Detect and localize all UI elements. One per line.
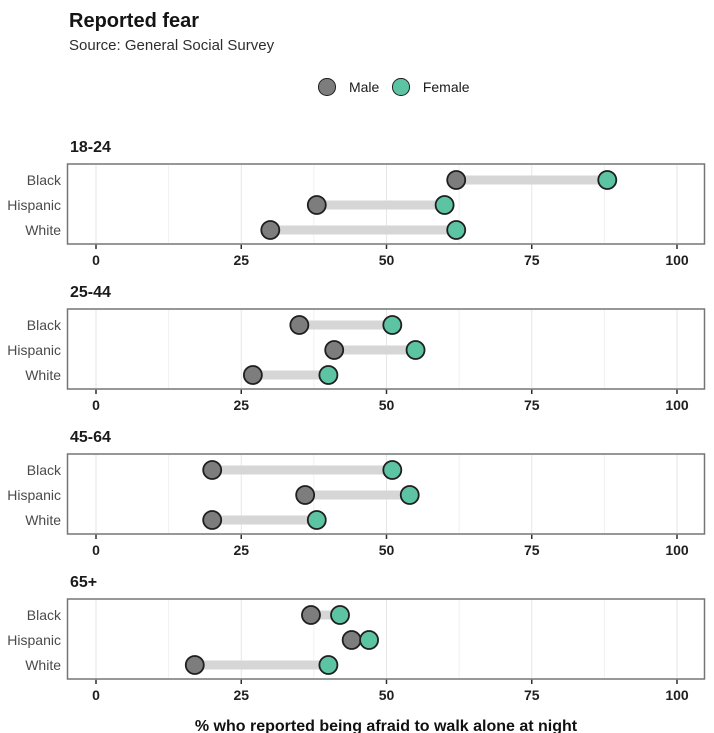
category-label: Hispanic xyxy=(7,632,61,648)
chart-title: Reported fear xyxy=(69,10,200,32)
x-tick-label: 100 xyxy=(665,687,689,703)
chart-subtitle: Source: General Social Survey xyxy=(69,37,275,54)
facet-panel: Black Hispanic White 0 25 50 75 100 xyxy=(7,453,706,558)
female-dot xyxy=(306,510,327,530)
male-dot xyxy=(184,655,205,675)
x-tick-label: 75 xyxy=(524,687,540,703)
connector-bar xyxy=(212,465,393,475)
facet-title: 25-44 xyxy=(70,284,111,301)
connector-bar xyxy=(316,200,445,210)
male-dot xyxy=(301,605,321,625)
male-legend-dot-icon xyxy=(318,78,336,96)
female-dot xyxy=(434,195,455,215)
facet-65+: 65+ Black Hispanic White 0 25 50 75 100 xyxy=(0,573,714,704)
connector-bar xyxy=(270,225,457,235)
legend-item-female: Female xyxy=(392,78,470,96)
connector-bar xyxy=(334,345,416,355)
x-tick-label: 25 xyxy=(233,542,249,558)
connector-bar xyxy=(299,320,393,330)
male-dot xyxy=(306,195,327,215)
facet-panel: Black Hispanic White 0 25 50 75 100 xyxy=(7,598,706,703)
x-tick-label: 75 xyxy=(524,397,540,413)
category-label: Hispanic xyxy=(7,342,61,358)
category-label: Hispanic xyxy=(7,487,61,503)
x-tick-label: 50 xyxy=(379,687,395,703)
chart-facets: 18-24 Black Hispanic White 0 25 50 75 100 25-44 Bl… xyxy=(0,138,714,704)
male-dot xyxy=(202,510,223,530)
x-tick-label: 100 xyxy=(665,252,689,268)
legend-item-male: Male xyxy=(318,78,379,96)
male-dot xyxy=(242,365,263,385)
facet-panel: Black Hispanic White 0 25 50 75 100 xyxy=(7,163,706,268)
facet-45-64: 45-64 Black Hispanic White 0 25 50 75 100 xyxy=(0,428,714,559)
female-dot xyxy=(382,460,403,480)
panel-border xyxy=(66,308,706,390)
female-dot xyxy=(330,605,350,625)
legend: Male Female xyxy=(37,76,714,98)
female-dot xyxy=(318,655,339,675)
category-label: Black xyxy=(27,607,62,623)
x-tick-label: 50 xyxy=(379,542,395,558)
facet-title: 65+ xyxy=(70,574,98,591)
legend-label-male: Male xyxy=(348,79,380,95)
facet-18-24: 18-24 Black Hispanic White 0 25 50 75 100 xyxy=(0,138,714,269)
x-tick-label: 0 xyxy=(92,687,100,703)
legend-label-female: Female xyxy=(422,79,470,95)
x-tick-label: 0 xyxy=(92,252,100,268)
facet-title: 18-24 xyxy=(70,139,111,156)
connector-bar xyxy=(305,490,410,500)
female-dot xyxy=(382,315,403,335)
panel-border xyxy=(66,598,706,680)
male-dot xyxy=(446,170,467,190)
connector-bar xyxy=(252,370,329,380)
female-dot xyxy=(318,365,339,385)
category-label: Hispanic xyxy=(7,197,61,213)
male-dot xyxy=(341,630,362,650)
x-tick-label: 25 xyxy=(233,397,249,413)
x-axis-title: % who reported being afraid to walk alon… xyxy=(194,718,578,733)
panel-border xyxy=(66,163,706,245)
female-dot xyxy=(359,630,379,650)
x-tick-label: 0 xyxy=(92,542,100,558)
x-tick-label: 25 xyxy=(233,252,249,268)
female-dot xyxy=(446,220,467,240)
x-tick-label: 100 xyxy=(665,542,689,558)
category-label: White xyxy=(25,367,61,383)
category-label: Black xyxy=(27,317,62,333)
category-label: White xyxy=(25,657,61,673)
facet-panel: Black Hispanic White 0 25 50 75 100 xyxy=(7,308,706,413)
connector-bar xyxy=(212,515,317,525)
female-dot xyxy=(405,340,426,360)
category-label: Black xyxy=(27,172,62,188)
x-tick-label: 50 xyxy=(379,397,395,413)
x-tick-label: 50 xyxy=(379,252,395,268)
x-tick-label: 75 xyxy=(524,542,540,558)
category-label: Black xyxy=(27,462,62,478)
x-tick-label: 75 xyxy=(524,252,540,268)
male-dot xyxy=(202,460,223,480)
x-tick-label: 100 xyxy=(665,397,689,413)
chart-header: Reported fear Source: General Social Sur… xyxy=(0,0,714,55)
female-dot xyxy=(597,170,618,190)
male-dot xyxy=(289,315,310,335)
female-dot xyxy=(399,485,420,505)
facet-25-44: 25-44 Black Hispanic White 0 25 50 75 100 xyxy=(0,283,714,414)
x-tick-label: 25 xyxy=(233,687,249,703)
x-tick-label: 0 xyxy=(92,397,100,413)
male-dot xyxy=(324,340,345,360)
panel-border xyxy=(66,453,706,535)
category-label: White xyxy=(25,512,61,528)
male-dot xyxy=(260,220,281,240)
category-label: White xyxy=(25,222,61,238)
connector-bar xyxy=(456,175,608,185)
connector-bar xyxy=(194,660,329,670)
male-dot xyxy=(295,485,316,505)
facet-title: 45-64 xyxy=(70,429,111,446)
female-legend-dot-icon xyxy=(392,78,410,96)
